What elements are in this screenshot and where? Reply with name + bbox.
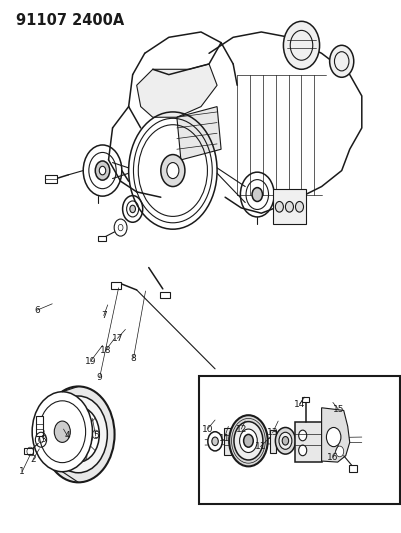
Circle shape <box>32 392 92 472</box>
Circle shape <box>207 432 222 451</box>
Text: 15: 15 <box>332 405 343 414</box>
Circle shape <box>80 408 87 417</box>
Bar <box>302 397 308 402</box>
Bar <box>269 430 275 453</box>
Circle shape <box>243 434 253 447</box>
Text: 11: 11 <box>254 442 265 451</box>
Circle shape <box>278 432 291 449</box>
Circle shape <box>282 437 288 445</box>
Circle shape <box>229 415 267 466</box>
Text: 4: 4 <box>65 432 70 440</box>
Circle shape <box>92 430 99 439</box>
Bar <box>159 292 169 298</box>
Text: 91107 2400A: 91107 2400A <box>16 13 124 28</box>
Bar <box>98 236 105 241</box>
Circle shape <box>54 421 70 442</box>
Bar <box>45 175 57 183</box>
Circle shape <box>61 417 67 425</box>
Text: 12: 12 <box>235 425 246 433</box>
Bar <box>24 448 33 454</box>
Circle shape <box>275 201 283 212</box>
Circle shape <box>285 201 293 212</box>
Text: 18: 18 <box>99 346 111 355</box>
Text: 10: 10 <box>201 425 213 433</box>
Circle shape <box>335 446 343 457</box>
Circle shape <box>275 427 295 454</box>
Bar <box>295 422 321 462</box>
Circle shape <box>298 430 306 441</box>
Circle shape <box>295 201 303 212</box>
Circle shape <box>80 452 87 461</box>
Circle shape <box>326 427 340 447</box>
Circle shape <box>42 386 114 482</box>
Circle shape <box>283 21 319 69</box>
Circle shape <box>251 188 262 201</box>
Text: 19: 19 <box>85 357 96 366</box>
Bar <box>348 465 356 472</box>
Polygon shape <box>321 408 349 462</box>
Text: 17: 17 <box>111 334 123 343</box>
Text: 1: 1 <box>19 467 25 476</box>
Polygon shape <box>176 107 221 160</box>
Circle shape <box>71 425 85 444</box>
Circle shape <box>298 445 306 456</box>
Circle shape <box>57 407 99 462</box>
Bar <box>273 189 305 224</box>
Text: 7: 7 <box>101 311 106 320</box>
Circle shape <box>49 396 107 473</box>
Circle shape <box>166 163 178 179</box>
Circle shape <box>329 45 353 77</box>
Text: 5: 5 <box>93 432 98 440</box>
Text: 2: 2 <box>30 455 36 464</box>
Text: 11: 11 <box>218 434 229 442</box>
Circle shape <box>233 422 262 460</box>
Bar <box>36 416 43 436</box>
Text: 8: 8 <box>130 354 136 362</box>
Bar <box>224 428 230 455</box>
Text: 3: 3 <box>41 435 46 444</box>
Bar <box>110 282 120 289</box>
Circle shape <box>61 443 67 452</box>
Circle shape <box>211 437 218 446</box>
Circle shape <box>130 205 135 213</box>
Text: 6: 6 <box>34 306 40 314</box>
Bar <box>198 376 399 504</box>
Text: 9: 9 <box>97 373 102 382</box>
Text: 14: 14 <box>293 400 304 408</box>
Text: 13: 13 <box>266 429 277 437</box>
Circle shape <box>160 155 184 187</box>
Circle shape <box>95 161 109 180</box>
Circle shape <box>99 166 105 175</box>
Polygon shape <box>136 64 217 117</box>
Text: 16: 16 <box>326 453 338 462</box>
Circle shape <box>239 429 257 453</box>
